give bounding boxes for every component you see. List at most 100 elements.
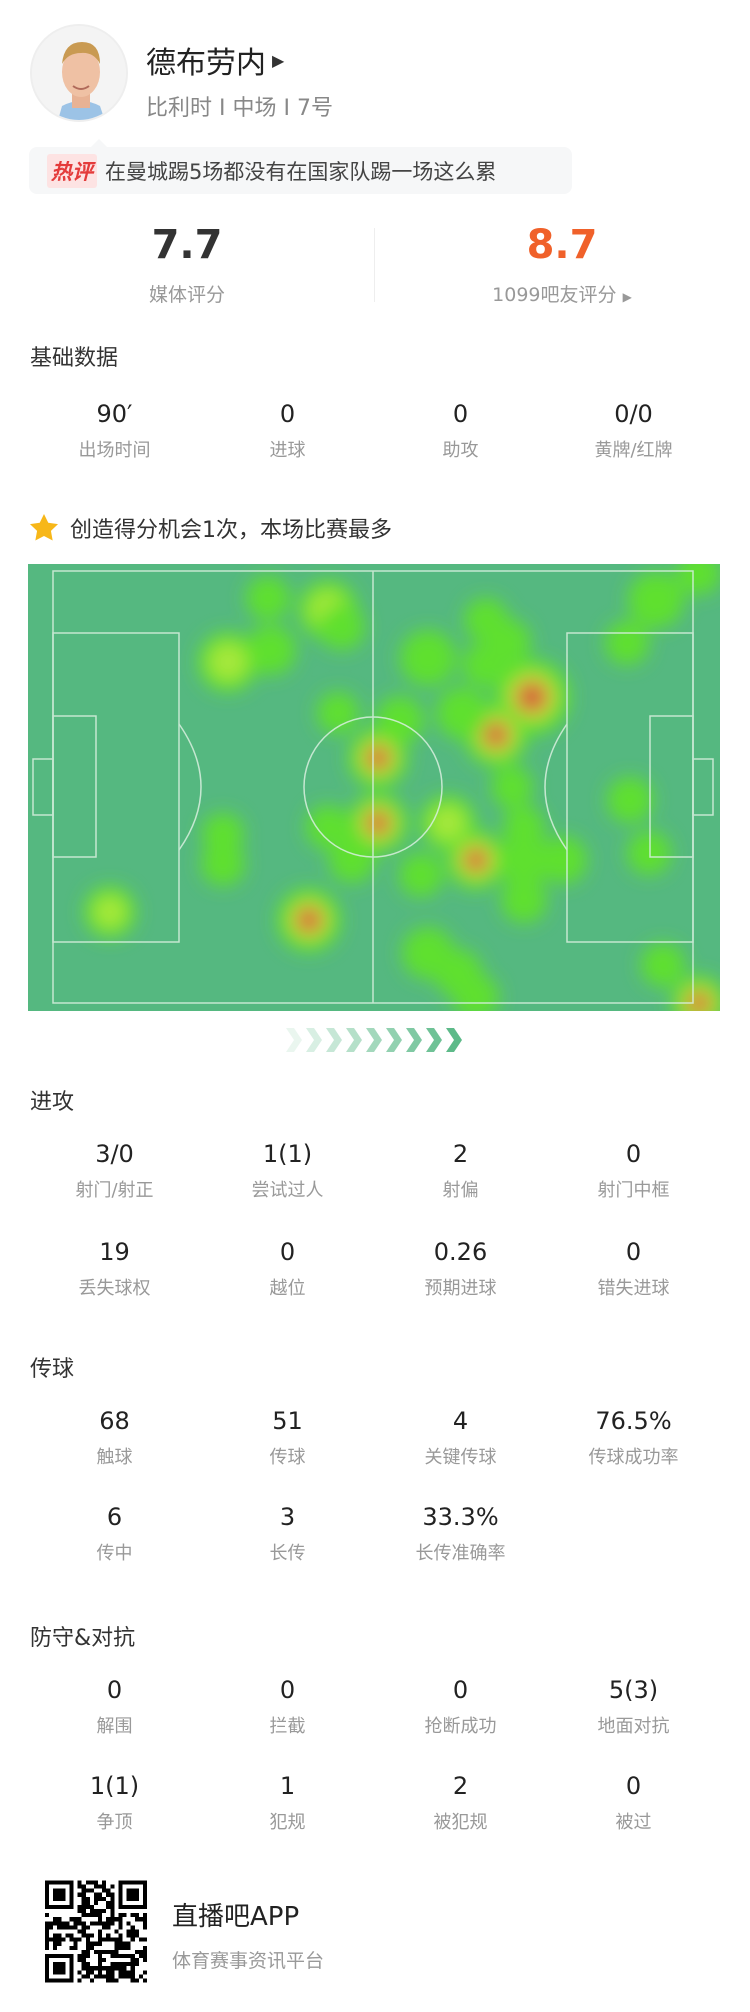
stat-item: 1(1) 争顶 xyxy=(28,1772,201,1834)
stat-item: 0 抢断成功 xyxy=(374,1676,547,1738)
stat-value: 0 xyxy=(625,1238,642,1266)
stat-label: 长传 xyxy=(269,1543,306,1564)
chevron-right-icon xyxy=(346,1028,362,1052)
stat-item: 90′ 出场时间 xyxy=(28,400,201,462)
player-name-link[interactable]: 德布劳内 ▶ xyxy=(146,38,284,82)
avatar[interactable] xyxy=(30,24,128,122)
heat-spot xyxy=(627,831,671,875)
player-photo xyxy=(32,26,126,120)
stat-item: 0 解围 xyxy=(28,1676,201,1738)
app-name: 直播吧APP xyxy=(172,1902,300,1932)
passing-stats: 68 触球 51 传球 4 关键传球 76.5% 传球成功率 6 传中 3 长传 33.3% 长传准确率 xyxy=(28,1407,720,1565)
heat-spot xyxy=(628,572,684,628)
stat-label: 传中 xyxy=(96,1543,133,1564)
stat-value: 1(1) xyxy=(89,1772,140,1800)
stat-value: 33.3% xyxy=(422,1503,499,1531)
heat-spot xyxy=(436,687,488,739)
stat-item: 0 错失进球 xyxy=(547,1238,720,1300)
app-tagline: 体育赛事资讯平台 xyxy=(172,1950,325,1972)
stat-label: 争顶 xyxy=(96,1812,133,1833)
stat-value: 0 xyxy=(279,1676,296,1704)
heat-spot xyxy=(399,853,443,897)
caret-right-icon: ▶ xyxy=(272,50,285,70)
stat-item: 0 拦截 xyxy=(201,1676,374,1738)
fan-rating[interactable]: 8.7 1099吧友评分 ▶ xyxy=(412,222,712,307)
heat-spot xyxy=(208,642,248,682)
chevron-right-icon xyxy=(306,1028,322,1052)
stat-value: 4 xyxy=(452,1407,469,1435)
stat-item: 6 传中 xyxy=(28,1503,201,1565)
heat-spot xyxy=(306,805,350,849)
highlight: 创造得分机会1次，本场比赛最多 xyxy=(28,512,392,544)
heat-spot xyxy=(485,724,507,746)
heat-spot xyxy=(690,994,708,1011)
chevron-right-icon xyxy=(386,1028,402,1052)
stat-item: 2 射偏 xyxy=(374,1140,547,1202)
player-info: 比利时 I 中场 I 7号 xyxy=(146,96,333,121)
stat-value: 5(3) xyxy=(608,1676,659,1704)
heat-spot xyxy=(368,748,388,768)
fan-rating-label: 1099吧友评分 xyxy=(492,284,617,306)
stat-item: 0/0 黄牌/红牌 xyxy=(547,400,720,462)
chevron-right-icon xyxy=(426,1028,442,1052)
qr-code[interactable] xyxy=(45,1880,147,1983)
stat-item: 5(3) 地面对抗 xyxy=(547,1676,720,1738)
heat-spot xyxy=(201,842,245,886)
stat-label: 进球 xyxy=(269,440,306,461)
stat-value: 0/0 xyxy=(614,400,653,428)
stat-item: 0 越位 xyxy=(201,1238,374,1300)
stat-label: 被犯规 xyxy=(433,1812,488,1833)
hot-comment-text: 在曼城踢5场都没有在国家队踢一场这么累 xyxy=(105,159,497,184)
stat-item: 33.3% 长传准确率 xyxy=(374,1503,547,1565)
stat-value: 3 xyxy=(279,1503,296,1531)
heat-spot xyxy=(319,604,365,650)
stat-label: 预期进球 xyxy=(424,1278,497,1299)
stat-label: 触球 xyxy=(96,1447,133,1468)
defense-stats: 0 解围 0 拦截 0 抢断成功 5(3) 地面对抗 1(1) 争顶 1 犯规 2 被犯规 0 被过 xyxy=(28,1676,720,1834)
stat-label: 地面对抗 xyxy=(597,1716,670,1737)
star-icon xyxy=(30,514,58,541)
stat-item: 3 长传 xyxy=(201,1503,374,1565)
stat-value: 3/0 xyxy=(95,1140,134,1168)
stat-label: 传球成功率 xyxy=(588,1447,679,1468)
stat-item: 0 进球 xyxy=(201,400,374,462)
heat-spot xyxy=(641,943,685,987)
section-title-defense: 防守&对抗 xyxy=(30,1626,136,1651)
stat-value: 6 xyxy=(106,1503,123,1531)
stat-value: 0 xyxy=(452,1676,469,1704)
player-name: 德布劳内 xyxy=(146,46,266,81)
stat-label: 被过 xyxy=(615,1812,652,1833)
stat-label: 黄牌/红牌 xyxy=(594,440,673,461)
highlight-text: 创造得分机会1次，本场比赛最多 xyxy=(70,518,392,543)
stat-item: 51 传球 xyxy=(201,1407,374,1469)
stat-item: 19 丢失球权 xyxy=(28,1238,201,1300)
stat-label: 射门/射正 xyxy=(75,1180,154,1201)
chevron-right-icon xyxy=(286,1028,302,1052)
heat-spot xyxy=(503,806,545,848)
heat-spot xyxy=(462,643,506,687)
stat-value: 0 xyxy=(452,400,469,428)
stat-item: 0 助攻 xyxy=(374,400,547,462)
hot-comment[interactable]: 热评 在曼城踢5场都没有在国家队踢一场这么累 xyxy=(29,139,572,194)
stat-value: 90′ xyxy=(96,400,133,428)
heat-spot xyxy=(246,576,290,620)
stat-item: 1(1) 尝试过人 xyxy=(201,1140,374,1202)
section-title-passing: 传球 xyxy=(30,1357,75,1382)
chevron-right-icon xyxy=(406,1028,422,1052)
stat-value: 0.26 xyxy=(433,1238,488,1266)
stat-value: 0 xyxy=(106,1676,123,1704)
stat-item: 76.5% 传球成功率 xyxy=(547,1407,720,1469)
stat-value: 19 xyxy=(99,1238,130,1266)
stat-value: 0 xyxy=(625,1140,642,1168)
attack-stats: 3/0 射门/射正 1(1) 尝试过人 2 射偏 0 射门中框 19 丢失球权 0 越位 0.26 预期进… xyxy=(28,1140,720,1300)
chevron-right-icon xyxy=(446,1028,462,1052)
heat-spot xyxy=(491,766,533,808)
heat-spot xyxy=(518,683,546,711)
stat-item: 0.26 预期进球 xyxy=(374,1238,547,1300)
basic-stats: 90′ 出场时间 0 进球 0 助攻 0/0 黄牌/红牌 xyxy=(28,400,720,462)
stat-value: 1(1) xyxy=(262,1140,313,1168)
stat-label: 传球 xyxy=(269,1447,306,1468)
heat-spot xyxy=(329,837,375,883)
stat-value: 0 xyxy=(625,1772,642,1800)
stat-label: 拦截 xyxy=(269,1716,306,1737)
